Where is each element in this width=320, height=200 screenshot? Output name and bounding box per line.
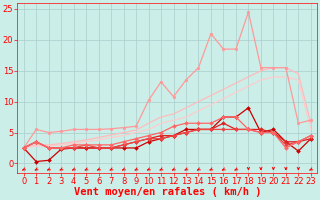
X-axis label: Vent moyen/en rafales ( km/h ): Vent moyen/en rafales ( km/h ) <box>74 187 261 197</box>
